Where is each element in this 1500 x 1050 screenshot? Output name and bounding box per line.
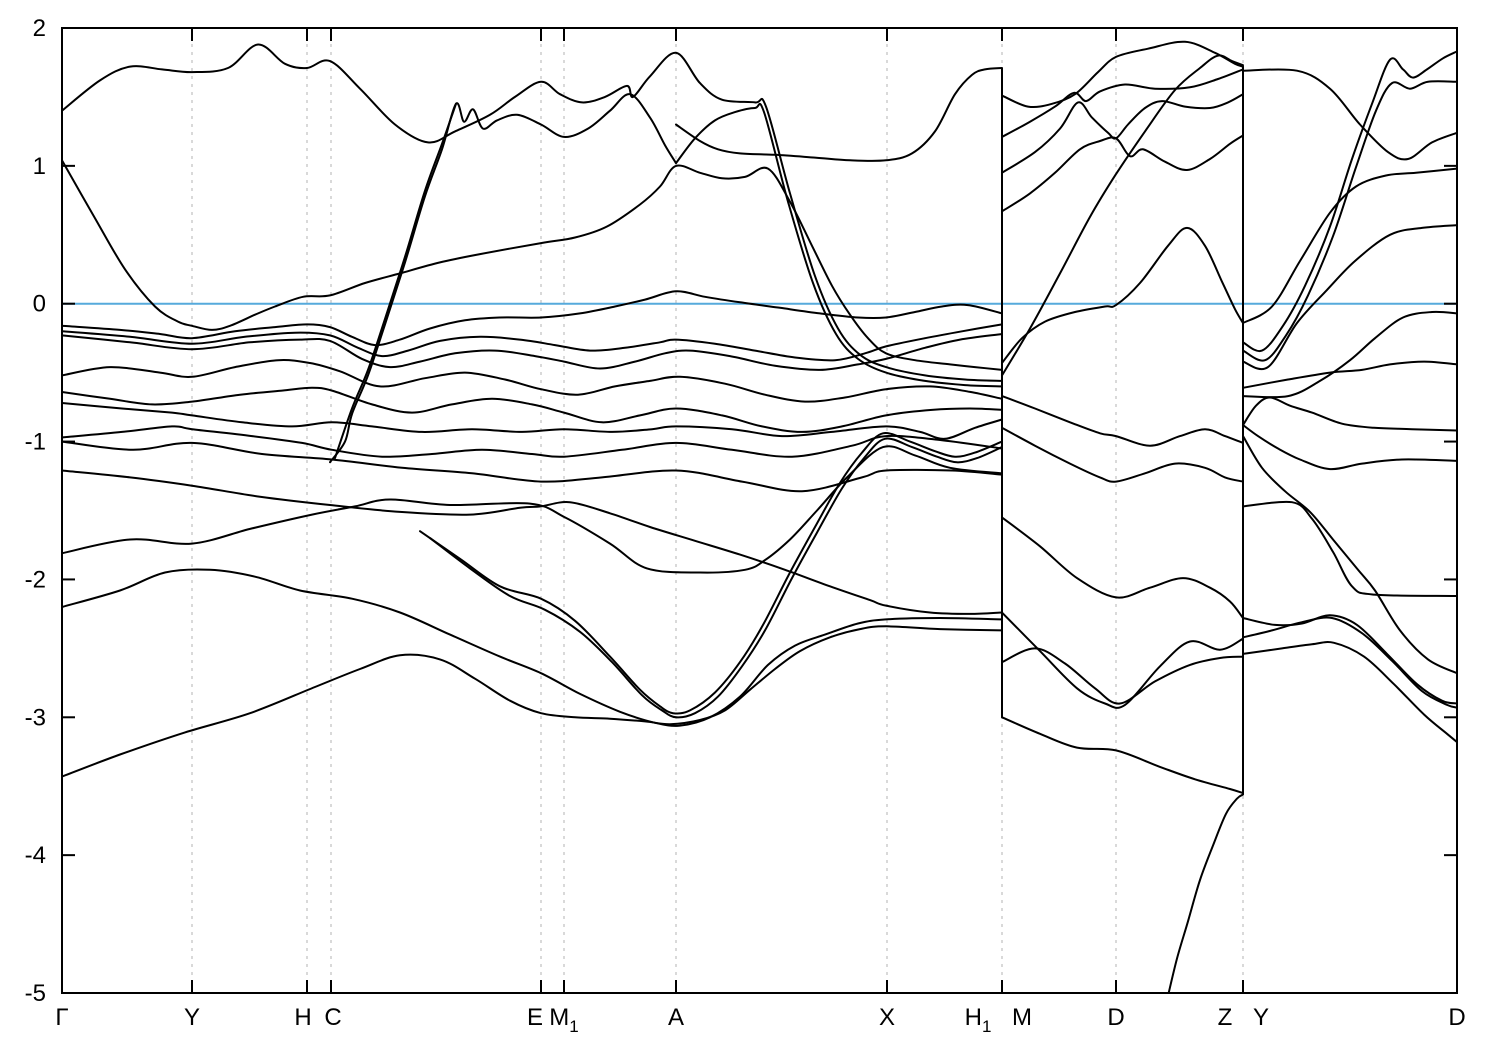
band-p3-13 — [1242, 616, 1457, 709]
x-tick-label: H1 — [965, 1004, 992, 1036]
band-p3-03 — [1242, 80, 1457, 362]
band-p1-15 — [62, 469, 1003, 615]
band-p3-07 — [1242, 360, 1457, 389]
x-tick-label: M — [1012, 1004, 1032, 1031]
band-p1-01 — [62, 43, 1003, 382]
y-tick-label: -1 — [25, 429, 46, 456]
band-p3-06 — [1242, 310, 1457, 399]
x-tick-label: Y — [1253, 1004, 1269, 1031]
band-p2-01 — [1001, 40, 1244, 109]
x-tick-label: D — [1448, 1004, 1465, 1031]
y-tick-label: 2 — [33, 15, 46, 42]
band-p1-16 — [62, 568, 1003, 727]
band-p1-11 — [62, 401, 1003, 440]
band-p2-04 — [1001, 54, 1244, 377]
band-p1-10 — [62, 386, 1003, 433]
x-tick-label: C — [324, 1004, 341, 1031]
band-p1-14 — [62, 445, 1003, 574]
band-p1-08 — [62, 333, 1003, 371]
band-p2-06 — [1001, 395, 1244, 447]
y-tick-label: 1 — [33, 153, 46, 180]
gridlines-group — [191, 28, 1244, 993]
band-p1-12 — [62, 425, 1003, 458]
band-p1-13 — [62, 440, 1003, 493]
plot-frame — [61, 27, 1458, 994]
y-tick-label: 0 — [33, 291, 46, 318]
x-tick-label: E — [527, 1004, 543, 1031]
band-p1-18a — [419, 432, 1003, 715]
x-tick-label: M1 — [549, 1004, 578, 1036]
band-p3-10 — [1242, 435, 1457, 675]
band-p1-18b — [429, 437, 1003, 719]
band-p1-03b — [334, 102, 457, 460]
band-p3-04 — [1242, 167, 1457, 325]
band-p3-14 — [1242, 641, 1457, 744]
band-p1-09 — [62, 359, 1003, 403]
x-tick-label: Z — [1218, 1004, 1233, 1031]
band-p3-05 — [1242, 224, 1457, 371]
band-p2-11 — [1001, 716, 1244, 795]
band-p2-03b — [1001, 134, 1244, 213]
band-p2-03 — [1001, 93, 1244, 174]
x-tick-label: Γ — [55, 1004, 68, 1031]
y-tick-label: -4 — [25, 842, 46, 869]
bands-group — [62, 40, 1457, 993]
band-p1-03 — [329, 93, 677, 464]
band-p3-09 — [1242, 424, 1457, 471]
x-tick-label: H — [294, 1004, 311, 1031]
y-tick-label: -5 — [25, 980, 46, 1007]
band-p1-05 — [675, 67, 1003, 162]
band-p3-11 — [1242, 500, 1457, 597]
band-p2-02 — [1001, 68, 1244, 138]
band-p2-05 — [1001, 226, 1244, 364]
y-axis-labels: 2 1 0 -1 -2 -3 -4 -5 — [25, 15, 46, 1007]
band-p2-07 — [1001, 426, 1244, 483]
band-p2-12 — [1167, 793, 1244, 993]
x-tick-label: Y — [184, 1004, 200, 1031]
band-p2-10 — [1001, 647, 1244, 705]
band-p2-09 — [1001, 611, 1244, 709]
band-p3-01 — [1242, 68, 1457, 161]
band-p3-12 — [1242, 614, 1457, 705]
band-p1-07 — [62, 323, 1003, 362]
band-p1-02 — [675, 102, 1003, 388]
band-p3-08 — [1242, 396, 1457, 432]
band-p1-17 — [62, 625, 1003, 778]
y-tick-label: -3 — [25, 704, 46, 731]
band-p1-06 — [62, 290, 1003, 347]
x-tick-label: A — [668, 1004, 684, 1031]
x-axis-labels: Γ Y H C E M1 A X H1 M D Z Y D — [55, 1004, 1465, 1036]
y-tick-label: -2 — [25, 566, 46, 593]
x-tick-label: D — [1107, 1004, 1124, 1031]
band-p3-02 — [1242, 50, 1457, 353]
ticks-group — [61, 27, 1458, 994]
band-p2-08 — [1001, 516, 1244, 619]
x-tick-label: X — [879, 1004, 895, 1031]
band-p1-04 — [62, 159, 1003, 371]
